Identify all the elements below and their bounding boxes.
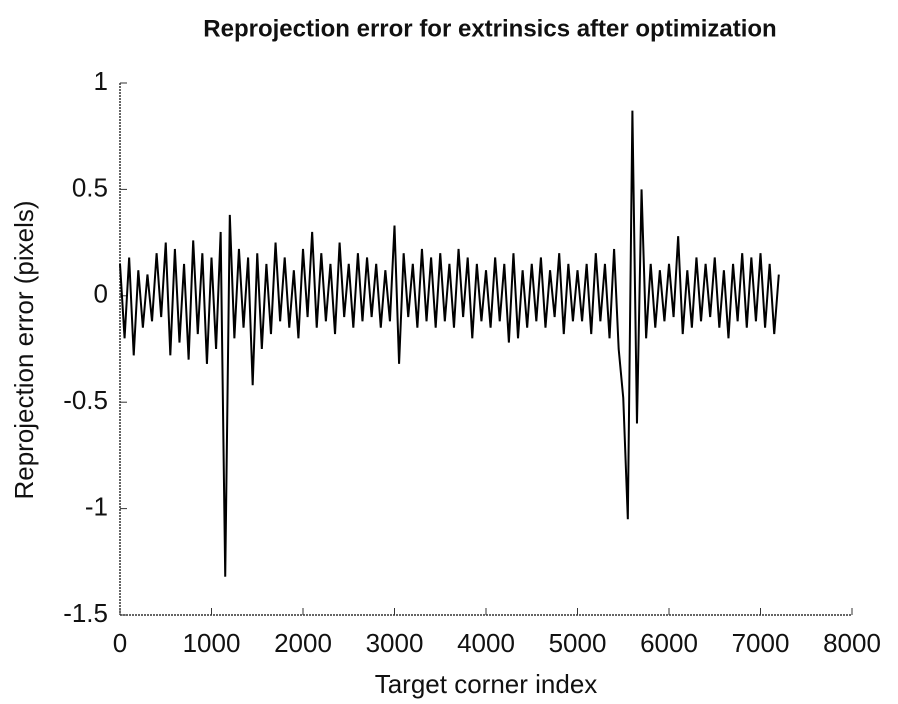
chart-title: Reprojection error for extrinsics after … (203, 15, 776, 42)
x-tick-label: 4000 (457, 628, 515, 658)
x-tick-label: 7000 (732, 628, 790, 658)
y-tick-label: 1 (94, 66, 108, 96)
x-tick-label: 6000 (640, 628, 698, 658)
x-tick-label: 3000 (366, 628, 424, 658)
y-tick-label: 0.5 (72, 172, 108, 202)
y-tick-label: 0 (94, 279, 108, 309)
y-tick-label: -1 (85, 491, 108, 521)
x-tick-label: 0 (113, 628, 127, 658)
x-axis-label: Target corner index (375, 669, 598, 699)
x-tick-label: 5000 (549, 628, 607, 658)
x-tick-label: 1000 (183, 628, 241, 658)
x-tick-label: 8000 (823, 628, 881, 658)
y-axis-label: Reprojection error (pixels) (9, 200, 39, 499)
y-tick-label: -0.5 (63, 385, 108, 415)
data-line (119, 110, 780, 577)
y-tick-label: -1.5 (63, 598, 108, 628)
x-tick-label: 2000 (274, 628, 332, 658)
